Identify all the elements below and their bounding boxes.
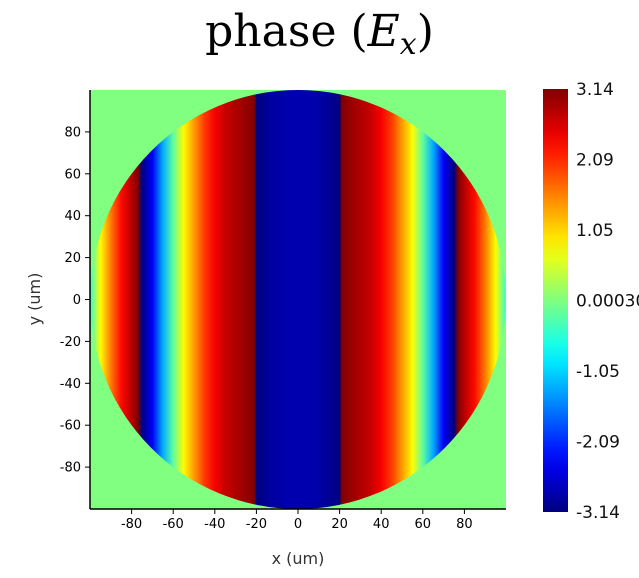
x-tick-label: 20 [331, 517, 348, 532]
colorbar-tick-label: -1.05 [576, 362, 620, 382]
x-tick-label: -40 [204, 517, 225, 532]
y-tick-label: 0 [73, 293, 81, 308]
x-tick-label: 0 [294, 517, 302, 532]
colorbar-tick-label: -3.14 [576, 503, 620, 523]
y-tick-label: 40 [64, 209, 81, 224]
y-axis-ticks: 80 60 40 20 0 -20 -40 -60 -80 [60, 125, 90, 476]
x-axis-ticks: -80 -60 -40 -20 0 20 40 60 80 [121, 509, 473, 532]
y-tick-label: -40 [60, 377, 81, 392]
x-tick-label: -20 [246, 517, 267, 532]
y-tick-label: -20 [60, 335, 81, 350]
title-suffix: ) [416, 6, 434, 57]
colorbar-tick-label: 3.14 [576, 80, 614, 100]
title-subscript: x [399, 27, 417, 62]
y-tick-label: -60 [60, 419, 81, 434]
chart-title: phase (Ex) [0, 6, 639, 62]
colorbar [543, 89, 568, 512]
y-tick-label: 80 [64, 125, 81, 140]
title-prefix: phase ( [205, 6, 368, 57]
x-tick-label: 80 [456, 517, 473, 532]
colorbar-tick-label: 1.05 [576, 221, 614, 241]
colorbar-tick-label: 2.09 [576, 151, 614, 171]
y-tick-label: 20 [64, 251, 81, 266]
colorbar-tick-label: 0.00030 [576, 291, 639, 311]
circular-aperture [90, 90, 506, 509]
y-tick-label: 60 [64, 167, 81, 182]
x-axis-title: x (um) [272, 549, 325, 568]
x-tick-label: -60 [163, 517, 184, 532]
y-tick-label: -80 [60, 461, 81, 476]
colorbar-labels: 3.14 2.09 1.05 0.00030 -1.05 -2.09 -3.14 [576, 80, 639, 523]
plot-area [90, 90, 506, 509]
x-tick-label: -80 [121, 517, 142, 532]
x-tick-label: 40 [373, 517, 390, 532]
x-tick-label: 60 [415, 517, 432, 532]
y-axis-title: y (um) [25, 273, 44, 326]
colorbar-tick-label: -2.09 [576, 432, 620, 452]
title-variable: E [367, 6, 400, 57]
